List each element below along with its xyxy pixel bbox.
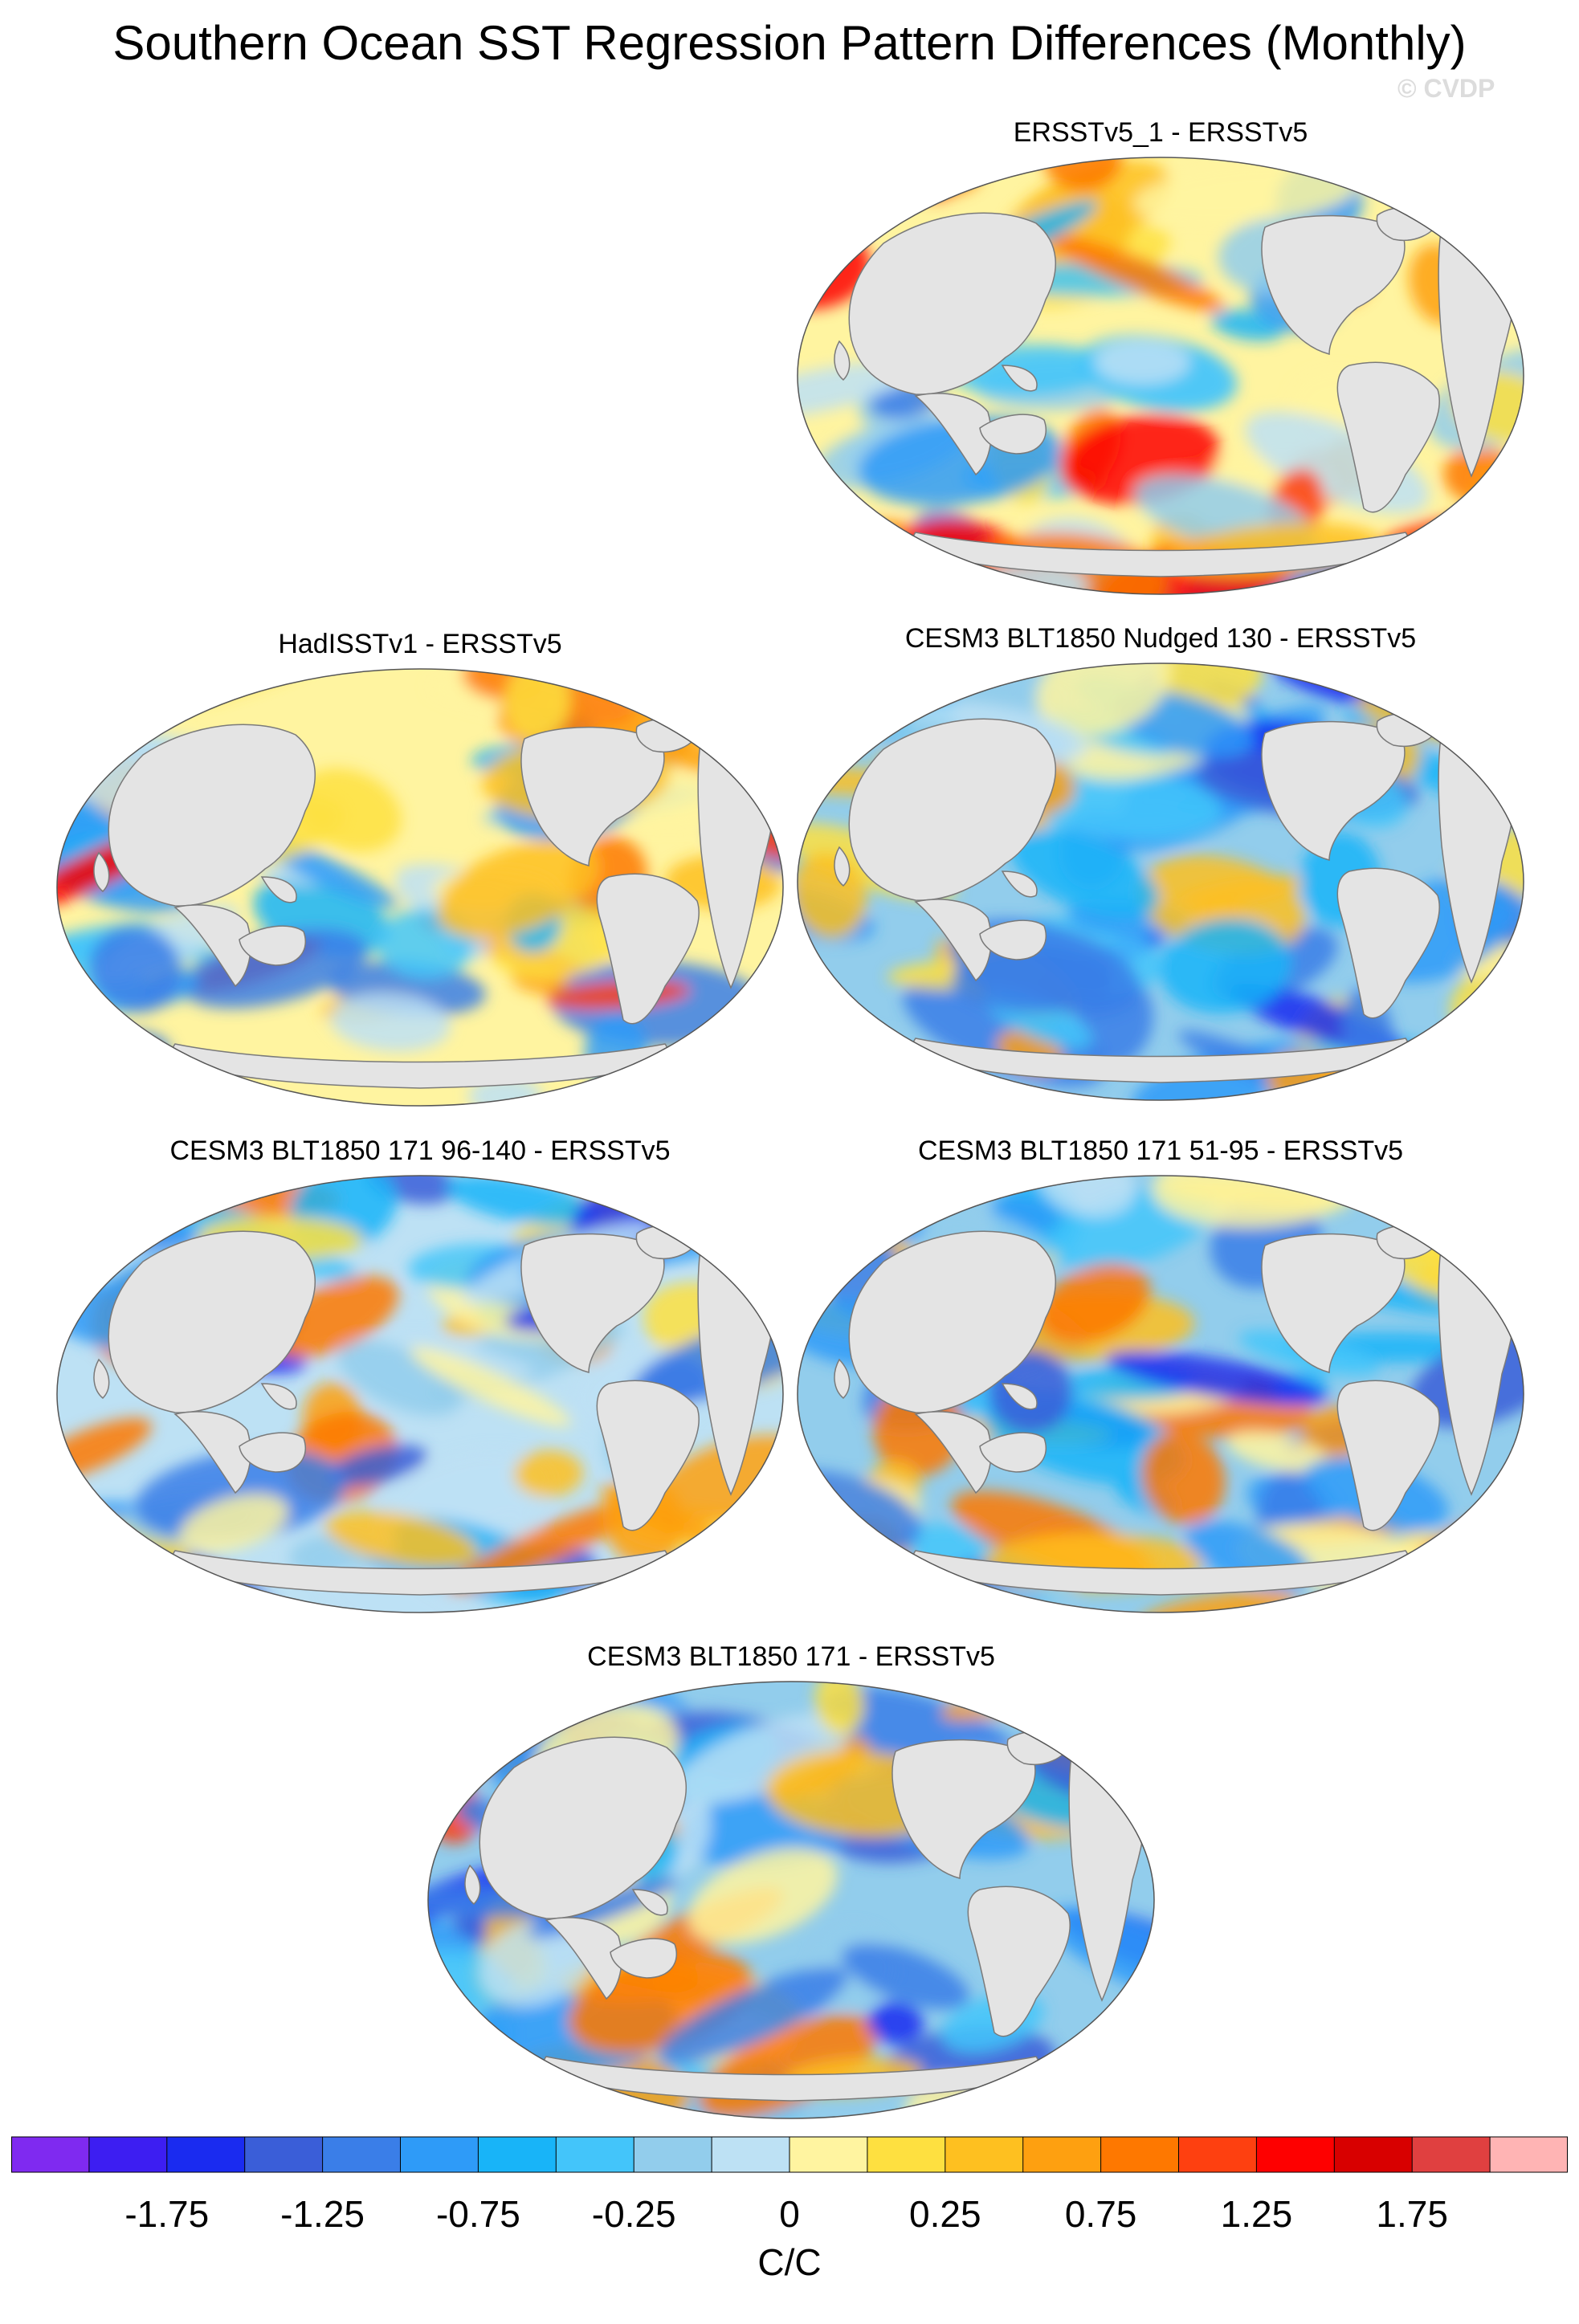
landmass bbox=[914, 1411, 992, 1494]
panel-title: ERSSTv5_1 - ERSSTv5 bbox=[1013, 117, 1308, 148]
sst-map bbox=[56, 1175, 784, 1613]
landmass bbox=[834, 1358, 851, 1400]
colorbar-swatch bbox=[1256, 2137, 1335, 2172]
landmass bbox=[892, 1739, 1036, 1879]
map-panel-96-140: CESM3 BLT1850 171 96-140 - ERSSTv5 bbox=[55, 1135, 785, 1617]
landmass bbox=[1001, 365, 1038, 392]
landmass bbox=[464, 1864, 481, 1906]
landmass bbox=[239, 925, 307, 966]
colorbar-tick-label: 1.75 bbox=[1376, 2193, 1448, 2235]
panel-title: CESM3 BLT1850 171 96-140 - ERSSTv5 bbox=[169, 1135, 671, 1166]
colorbar-swatch bbox=[11, 2137, 90, 2172]
colorbar-swatch bbox=[634, 2137, 712, 2172]
colorbar-tick-label: 0 bbox=[779, 2193, 800, 2235]
landmass bbox=[93, 1358, 110, 1400]
map-panel-nudged-130: CESM3 BLT1850 Nudged 130 - ERSSTv5 bbox=[795, 622, 1526, 1104]
sst-map bbox=[56, 668, 784, 1107]
colorbar-swatch bbox=[1022, 2137, 1102, 2172]
sst-map bbox=[797, 1175, 1524, 1613]
colorbar-swatch bbox=[556, 2137, 634, 2172]
colorbar-swatch bbox=[867, 2137, 946, 2172]
landmass bbox=[545, 1917, 622, 2000]
colorbar-tick-label: 0.25 bbox=[909, 2193, 981, 2235]
landmass bbox=[1261, 214, 1406, 355]
landmass bbox=[1336, 1380, 1440, 1531]
landmass bbox=[520, 726, 665, 866]
map-outline bbox=[797, 157, 1524, 595]
landmass bbox=[848, 718, 1057, 901]
colorbar-swatch bbox=[1490, 2137, 1568, 2172]
map-panel-hadisst: HadISSTv1 - ERSSTv5 bbox=[55, 628, 785, 1110]
landmass bbox=[1001, 870, 1038, 898]
figure-title: Southern Ocean SST Regression Pattern Di… bbox=[112, 16, 1467, 70]
colorbar-swatch bbox=[400, 2137, 479, 2172]
colorbar-tick-label: -0.75 bbox=[435, 2193, 520, 2235]
landmass bbox=[93, 851, 110, 893]
map-panel-erssst-v5-1: ERSSTv5_1 - ERSSTv5 bbox=[795, 116, 1526, 598]
landmass bbox=[848, 212, 1057, 395]
landmass bbox=[596, 1380, 700, 1531]
colorbar-tick-label: 1.25 bbox=[1220, 2193, 1293, 2235]
landmass bbox=[610, 1938, 678, 1979]
panel-title: HadISSTv1 - ERSSTv5 bbox=[278, 629, 562, 659]
colorbar-swatch bbox=[244, 2137, 324, 2172]
colorbar-swatch bbox=[1178, 2137, 1257, 2172]
landmass bbox=[979, 919, 1047, 960]
landmass bbox=[914, 393, 992, 476]
map-panel-51-95: CESM3 BLT1850 171 51-95 - ERSSTv5 bbox=[795, 1135, 1526, 1617]
sst-map bbox=[797, 157, 1524, 595]
colorbar-swatch bbox=[166, 2137, 246, 2172]
landmass bbox=[596, 873, 700, 1025]
map-outline bbox=[56, 1175, 784, 1613]
landmass bbox=[520, 1233, 665, 1373]
landmass bbox=[260, 876, 297, 903]
landmass bbox=[848, 1230, 1057, 1413]
colorbar-swatch bbox=[712, 2137, 790, 2172]
colorbar-tick-label: -0.25 bbox=[591, 2193, 676, 2235]
landmass bbox=[967, 1886, 1071, 2037]
landmass bbox=[834, 340, 851, 381]
landmass bbox=[108, 1230, 316, 1413]
panel-title: CESM3 BLT1850 Nudged 130 - ERSSTv5 bbox=[904, 623, 1417, 654]
landmass bbox=[173, 1411, 251, 1494]
sst-map bbox=[427, 1681, 1155, 2119]
landmass bbox=[260, 1383, 297, 1410]
cvdp-credit: © CVDP bbox=[1397, 74, 1495, 103]
landmass bbox=[1001, 1383, 1038, 1410]
colorbar-swatch bbox=[88, 2137, 168, 2172]
landmass bbox=[173, 904, 251, 988]
colorbar-swatch bbox=[1412, 2137, 1491, 2172]
colorbar bbox=[11, 2136, 1568, 2173]
landmass bbox=[979, 1432, 1047, 1473]
sst-map bbox=[797, 663, 1524, 1101]
colorbar-swatch bbox=[1334, 2137, 1413, 2172]
landmass bbox=[914, 899, 992, 982]
landmass bbox=[479, 1736, 687, 1919]
map-outline bbox=[56, 668, 784, 1107]
colorbar-tick-label: -1.75 bbox=[124, 2193, 210, 2235]
colorbar-tick-label: 0.75 bbox=[1064, 2193, 1137, 2235]
colorbar-units: C/C bbox=[757, 2241, 822, 2283]
landmass bbox=[1261, 720, 1406, 861]
colorbar-swatch bbox=[322, 2137, 401, 2172]
landmass bbox=[108, 724, 316, 907]
landmass bbox=[1336, 867, 1440, 1019]
map-outline bbox=[797, 1175, 1524, 1613]
panel-title: CESM3 BLT1850 171 51-95 - ERSSTv5 bbox=[917, 1135, 1404, 1166]
landmass bbox=[834, 846, 851, 887]
colorbar-tick-label: -1.25 bbox=[280, 2193, 365, 2235]
colorbar-swatch bbox=[478, 2137, 557, 2172]
landmass bbox=[1261, 1233, 1406, 1373]
map-outline bbox=[427, 1681, 1155, 2119]
map-panel-blt1850-171: CESM3 BLT1850 171 - ERSSTv5 bbox=[426, 1641, 1157, 2122]
landmass bbox=[239, 1432, 307, 1473]
map-outline bbox=[797, 663, 1524, 1101]
colorbar-swatch bbox=[1100, 2137, 1179, 2172]
panel-title: CESM3 BLT1850 171 - ERSSTv5 bbox=[587, 1641, 995, 1672]
landmass bbox=[1336, 361, 1440, 513]
colorbar-swatch bbox=[945, 2137, 1024, 2172]
landmass bbox=[979, 414, 1047, 455]
landmass bbox=[631, 1889, 668, 1916]
colorbar-swatch bbox=[790, 2137, 868, 2172]
